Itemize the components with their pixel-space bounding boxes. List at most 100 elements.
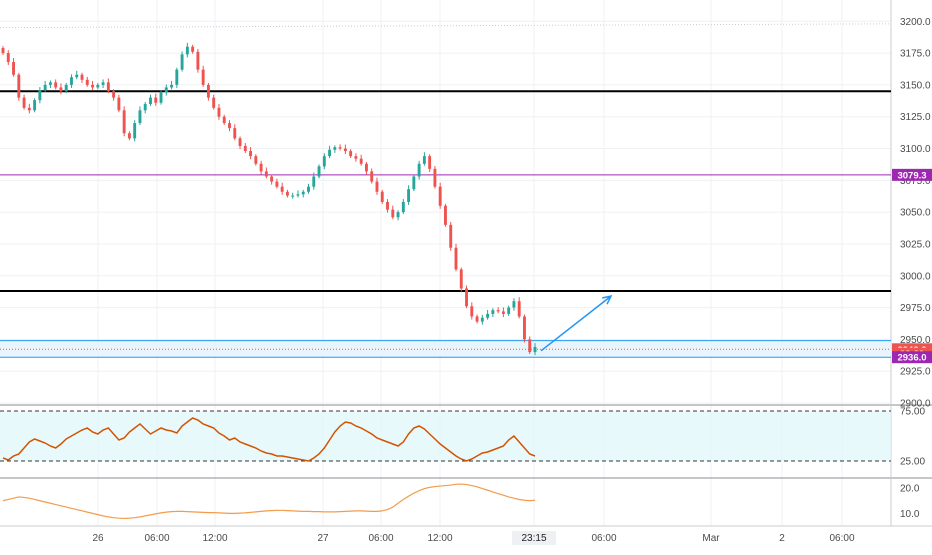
candle-body[interactable] bbox=[528, 339, 532, 353]
candle-body[interactable] bbox=[475, 316, 479, 322]
candle-body[interactable] bbox=[465, 288, 468, 307]
candle-body[interactable] bbox=[164, 87, 168, 93]
candle-body[interactable] bbox=[301, 191, 305, 195]
candle-body[interactable] bbox=[364, 163, 368, 172]
candle-body[interactable] bbox=[444, 205, 447, 225]
candle-body[interactable] bbox=[212, 97, 216, 108]
candle-body[interactable] bbox=[422, 156, 426, 164]
candle-body[interactable] bbox=[370, 171, 374, 182]
candle-body[interactable] bbox=[449, 224, 453, 248]
candle-body[interactable] bbox=[501, 311, 505, 314]
candle-body[interactable] bbox=[412, 176, 416, 190]
candle-body[interactable] bbox=[386, 201, 389, 210]
candle-body[interactable] bbox=[338, 147, 342, 149]
candle-body[interactable] bbox=[233, 128, 237, 139]
candle-body[interactable] bbox=[101, 82, 105, 85]
candle-body[interactable] bbox=[75, 74, 79, 78]
candle-body[interactable] bbox=[280, 186, 284, 192]
candle-body[interactable] bbox=[22, 97, 26, 108]
candle-body[interactable] bbox=[85, 79, 89, 85]
candle-body[interactable] bbox=[43, 84, 47, 90]
indicator-pane[interactable] bbox=[2, 483, 536, 520]
candle-body[interactable] bbox=[228, 123, 231, 129]
candle-body[interactable] bbox=[59, 87, 63, 92]
candle-body[interactable] bbox=[196, 51, 200, 70]
candle-body[interactable] bbox=[80, 74, 84, 80]
oscillator-line[interactable] bbox=[2, 417, 536, 462]
candle-body[interactable] bbox=[106, 82, 110, 92]
candle-body[interactable] bbox=[201, 69, 205, 85]
candle-body[interactable] bbox=[185, 46, 189, 55]
candle-body[interactable] bbox=[333, 147, 337, 150]
price-pane[interactable] bbox=[0, 23, 892, 358]
candle-body[interactable] bbox=[6, 53, 10, 62]
candle-body[interactable] bbox=[254, 156, 258, 164]
candle-body[interactable] bbox=[438, 186, 442, 206]
candle-body[interactable] bbox=[523, 316, 526, 340]
candle-body[interactable] bbox=[1, 47, 5, 54]
candle-body[interactable] bbox=[496, 310, 500, 312]
candle-body[interactable] bbox=[138, 110, 142, 124]
candle-body[interactable] bbox=[480, 317, 484, 322]
candle-body[interactable] bbox=[112, 91, 116, 98]
candle-body[interactable] bbox=[264, 171, 268, 177]
candle-body[interactable] bbox=[249, 151, 253, 157]
candle-body[interactable] bbox=[317, 166, 321, 177]
candle-body[interactable] bbox=[149, 97, 152, 104]
candle-body[interactable] bbox=[396, 212, 400, 218]
candle-body[interactable] bbox=[180, 54, 184, 70]
candle-body[interactable] bbox=[122, 110, 126, 134]
candle-body[interactable] bbox=[517, 301, 521, 317]
candle-body[interactable] bbox=[70, 77, 73, 85]
candle-body[interactable] bbox=[507, 307, 511, 314]
candle-body[interactable] bbox=[54, 82, 58, 88]
candle-body[interactable] bbox=[312, 176, 316, 187]
candle-body[interactable] bbox=[291, 195, 295, 197]
candle-body[interactable] bbox=[222, 116, 226, 124]
candle-body[interactable] bbox=[354, 156, 358, 159]
candle-body[interactable] bbox=[417, 163, 421, 177]
candle-body[interactable] bbox=[428, 156, 432, 169]
candle-body[interactable] bbox=[12, 61, 15, 75]
oscillator-pane[interactable] bbox=[0, 410, 891, 462]
candle-body[interactable] bbox=[238, 138, 242, 146]
candle-body[interactable] bbox=[206, 84, 210, 98]
candle-body[interactable] bbox=[17, 74, 21, 98]
candle-body[interactable] bbox=[33, 100, 37, 111]
candle-body[interactable] bbox=[217, 107, 221, 117]
candle-body[interactable] bbox=[512, 301, 516, 308]
candle-body[interactable] bbox=[433, 168, 437, 187]
candle-body[interactable] bbox=[380, 191, 384, 202]
candle-body[interactable] bbox=[486, 313, 490, 318]
candle-body[interactable] bbox=[391, 209, 395, 218]
candle-body[interactable] bbox=[349, 151, 353, 157]
candle-body[interactable] bbox=[359, 158, 363, 164]
candle-body[interactable] bbox=[117, 97, 121, 111]
candle-body[interactable] bbox=[170, 84, 174, 88]
projection-arrow-line[interactable] bbox=[540, 295, 612, 352]
candle-body[interactable] bbox=[96, 84, 100, 88]
candle-body[interactable] bbox=[270, 176, 274, 182]
candle-body[interactable] bbox=[343, 148, 347, 152]
candle-body[interactable] bbox=[133, 123, 137, 139]
candle-body[interactable] bbox=[91, 84, 94, 88]
candle-body[interactable] bbox=[159, 92, 163, 103]
candle-body[interactable] bbox=[328, 149, 332, 157]
candle-body[interactable] bbox=[401, 201, 405, 213]
candle-body[interactable] bbox=[533, 347, 537, 353]
candle-body[interactable] bbox=[307, 186, 310, 192]
candle-body[interactable] bbox=[375, 181, 379, 192]
candle-body[interactable] bbox=[154, 97, 158, 103]
candle-body[interactable] bbox=[48, 82, 52, 85]
candle-body[interactable] bbox=[470, 306, 474, 317]
candle-body[interactable] bbox=[322, 156, 326, 167]
candle-body[interactable] bbox=[64, 84, 68, 92]
indicator-line[interactable] bbox=[2, 483, 536, 520]
candle-body[interactable] bbox=[27, 107, 31, 111]
candle-body[interactable] bbox=[259, 163, 263, 172]
candle-body[interactable] bbox=[38, 89, 42, 101]
candle-body[interactable] bbox=[285, 191, 289, 196]
candle-body[interactable] bbox=[191, 46, 195, 52]
candle-body[interactable] bbox=[407, 189, 411, 202]
